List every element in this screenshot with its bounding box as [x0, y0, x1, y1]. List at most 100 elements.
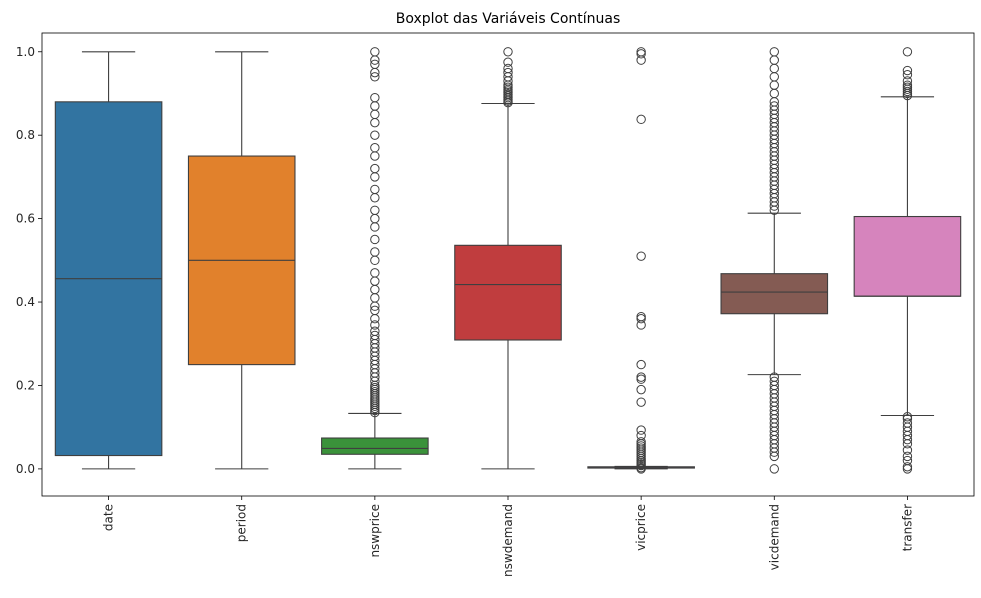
x-tick-label: transfer	[900, 504, 914, 551]
chart-title: Boxplot das Variáveis Contínuas	[396, 11, 621, 27]
outlier-point	[503, 63, 513, 74]
outlier-point	[370, 255, 380, 266]
outlier-point	[902, 47, 913, 57]
outlier-point	[636, 372, 646, 382]
y-tick-label: 0.2	[16, 378, 35, 392]
outlier-point	[636, 425, 646, 435]
y-tick-label: 0.8	[16, 128, 35, 142]
outlier-point	[902, 445, 913, 455]
x-tick-label: nswdemand	[501, 504, 515, 577]
box-iqr	[853, 215, 962, 297]
outlier-point	[769, 101, 779, 111]
outlier-point	[902, 451, 913, 462]
outlier-point	[769, 63, 779, 74]
outlier-point	[769, 376, 779, 386]
x-tick-label: nswprice	[368, 504, 382, 558]
x-axis: date period nswprice nswdemand vicprice vicde…	[102, 496, 914, 577]
y-tick-label: 0.0	[16, 462, 35, 476]
outlier-point	[636, 384, 646, 395]
outlier-point	[902, 80, 913, 90]
outlier-point	[636, 359, 646, 370]
outlier-point	[370, 293, 380, 303]
outlier-point	[370, 72, 380, 82]
outlier-point	[769, 80, 779, 90]
outlier-point	[370, 213, 380, 224]
outlier-point	[902, 455, 913, 466]
box-nswdemand	[454, 47, 562, 470]
outlier-point	[902, 462, 913, 472]
outlier-point	[902, 418, 913, 428]
outlier-point	[636, 49, 646, 59]
box-transfer	[853, 47, 962, 474]
outlier-point	[370, 284, 380, 295]
outlier-point	[370, 109, 380, 120]
x-tick-label: date	[102, 504, 116, 531]
outlier-point	[370, 268, 380, 278]
outlier-point	[370, 143, 380, 153]
box-iqr	[321, 437, 429, 455]
outlier-point	[370, 205, 380, 215]
y-tick-label: 0.6	[16, 212, 35, 226]
outlier-point	[370, 314, 380, 324]
outlier-point	[769, 372, 779, 382]
box-iqr	[720, 273, 829, 315]
outlier-point	[636, 374, 646, 384]
x-tick-label: vicprice	[634, 504, 648, 551]
box-vicdemand	[720, 47, 829, 474]
outlier-point	[636, 311, 646, 322]
outlier-point	[370, 172, 380, 182]
outlier-point	[503, 67, 513, 78]
outlier-point	[370, 130, 380, 140]
outlier-point	[636, 251, 646, 261]
outlier-point	[769, 88, 779, 99]
outlier-point	[370, 151, 380, 161]
outlier-point	[370, 247, 380, 257]
outlier-point	[370, 330, 380, 341]
y-tick-label: 1.0	[16, 45, 35, 59]
outlier-point	[769, 72, 779, 82]
outlier-point	[902, 76, 913, 86]
outlier-point	[370, 234, 380, 245]
plot-area	[54, 47, 962, 474]
outlier-point	[370, 305, 380, 316]
y-tick-label: 0.4	[16, 295, 35, 309]
box-date	[54, 51, 163, 470]
outlier-point	[370, 59, 380, 69]
outlier-point	[902, 70, 913, 80]
box-period	[187, 51, 296, 470]
plot-frame	[41, 32, 975, 497]
outlier-point	[636, 437, 646, 447]
outlier-point	[370, 184, 380, 195]
outlier-point	[370, 117, 380, 128]
box-nswprice	[321, 47, 429, 470]
outlier-point	[370, 276, 380, 286]
outlier-point	[902, 65, 913, 76]
outlier-point	[636, 314, 646, 324]
outlier-point	[370, 47, 380, 57]
outlier-point	[370, 163, 380, 174]
outlier-point	[503, 57, 513, 67]
outlier-point	[370, 92, 380, 103]
outlier-point	[370, 326, 380, 336]
x-tick-label: vicdemand	[767, 504, 781, 570]
outlier-point	[370, 320, 380, 330]
outlier-point	[370, 101, 380, 111]
x-tick-label: period	[235, 504, 249, 542]
outlier-point	[636, 47, 646, 57]
box-iqr	[454, 244, 562, 341]
box-vicprice	[587, 47, 695, 474]
y-axis: 0.0 0.2 0.4 0.6 0.8 1.0	[16, 45, 42, 476]
outlier-point	[503, 47, 513, 57]
outlier-point	[769, 55, 779, 65]
outlier-point	[769, 47, 779, 57]
outlier-point	[769, 464, 779, 474]
outlier-point	[370, 222, 380, 232]
outlier-point	[636, 430, 646, 441]
outlier-point	[902, 464, 913, 474]
outlier-point	[902, 412, 913, 422]
outlier-point	[636, 397, 646, 407]
outlier-point	[636, 114, 646, 125]
outlier-point	[370, 193, 380, 203]
